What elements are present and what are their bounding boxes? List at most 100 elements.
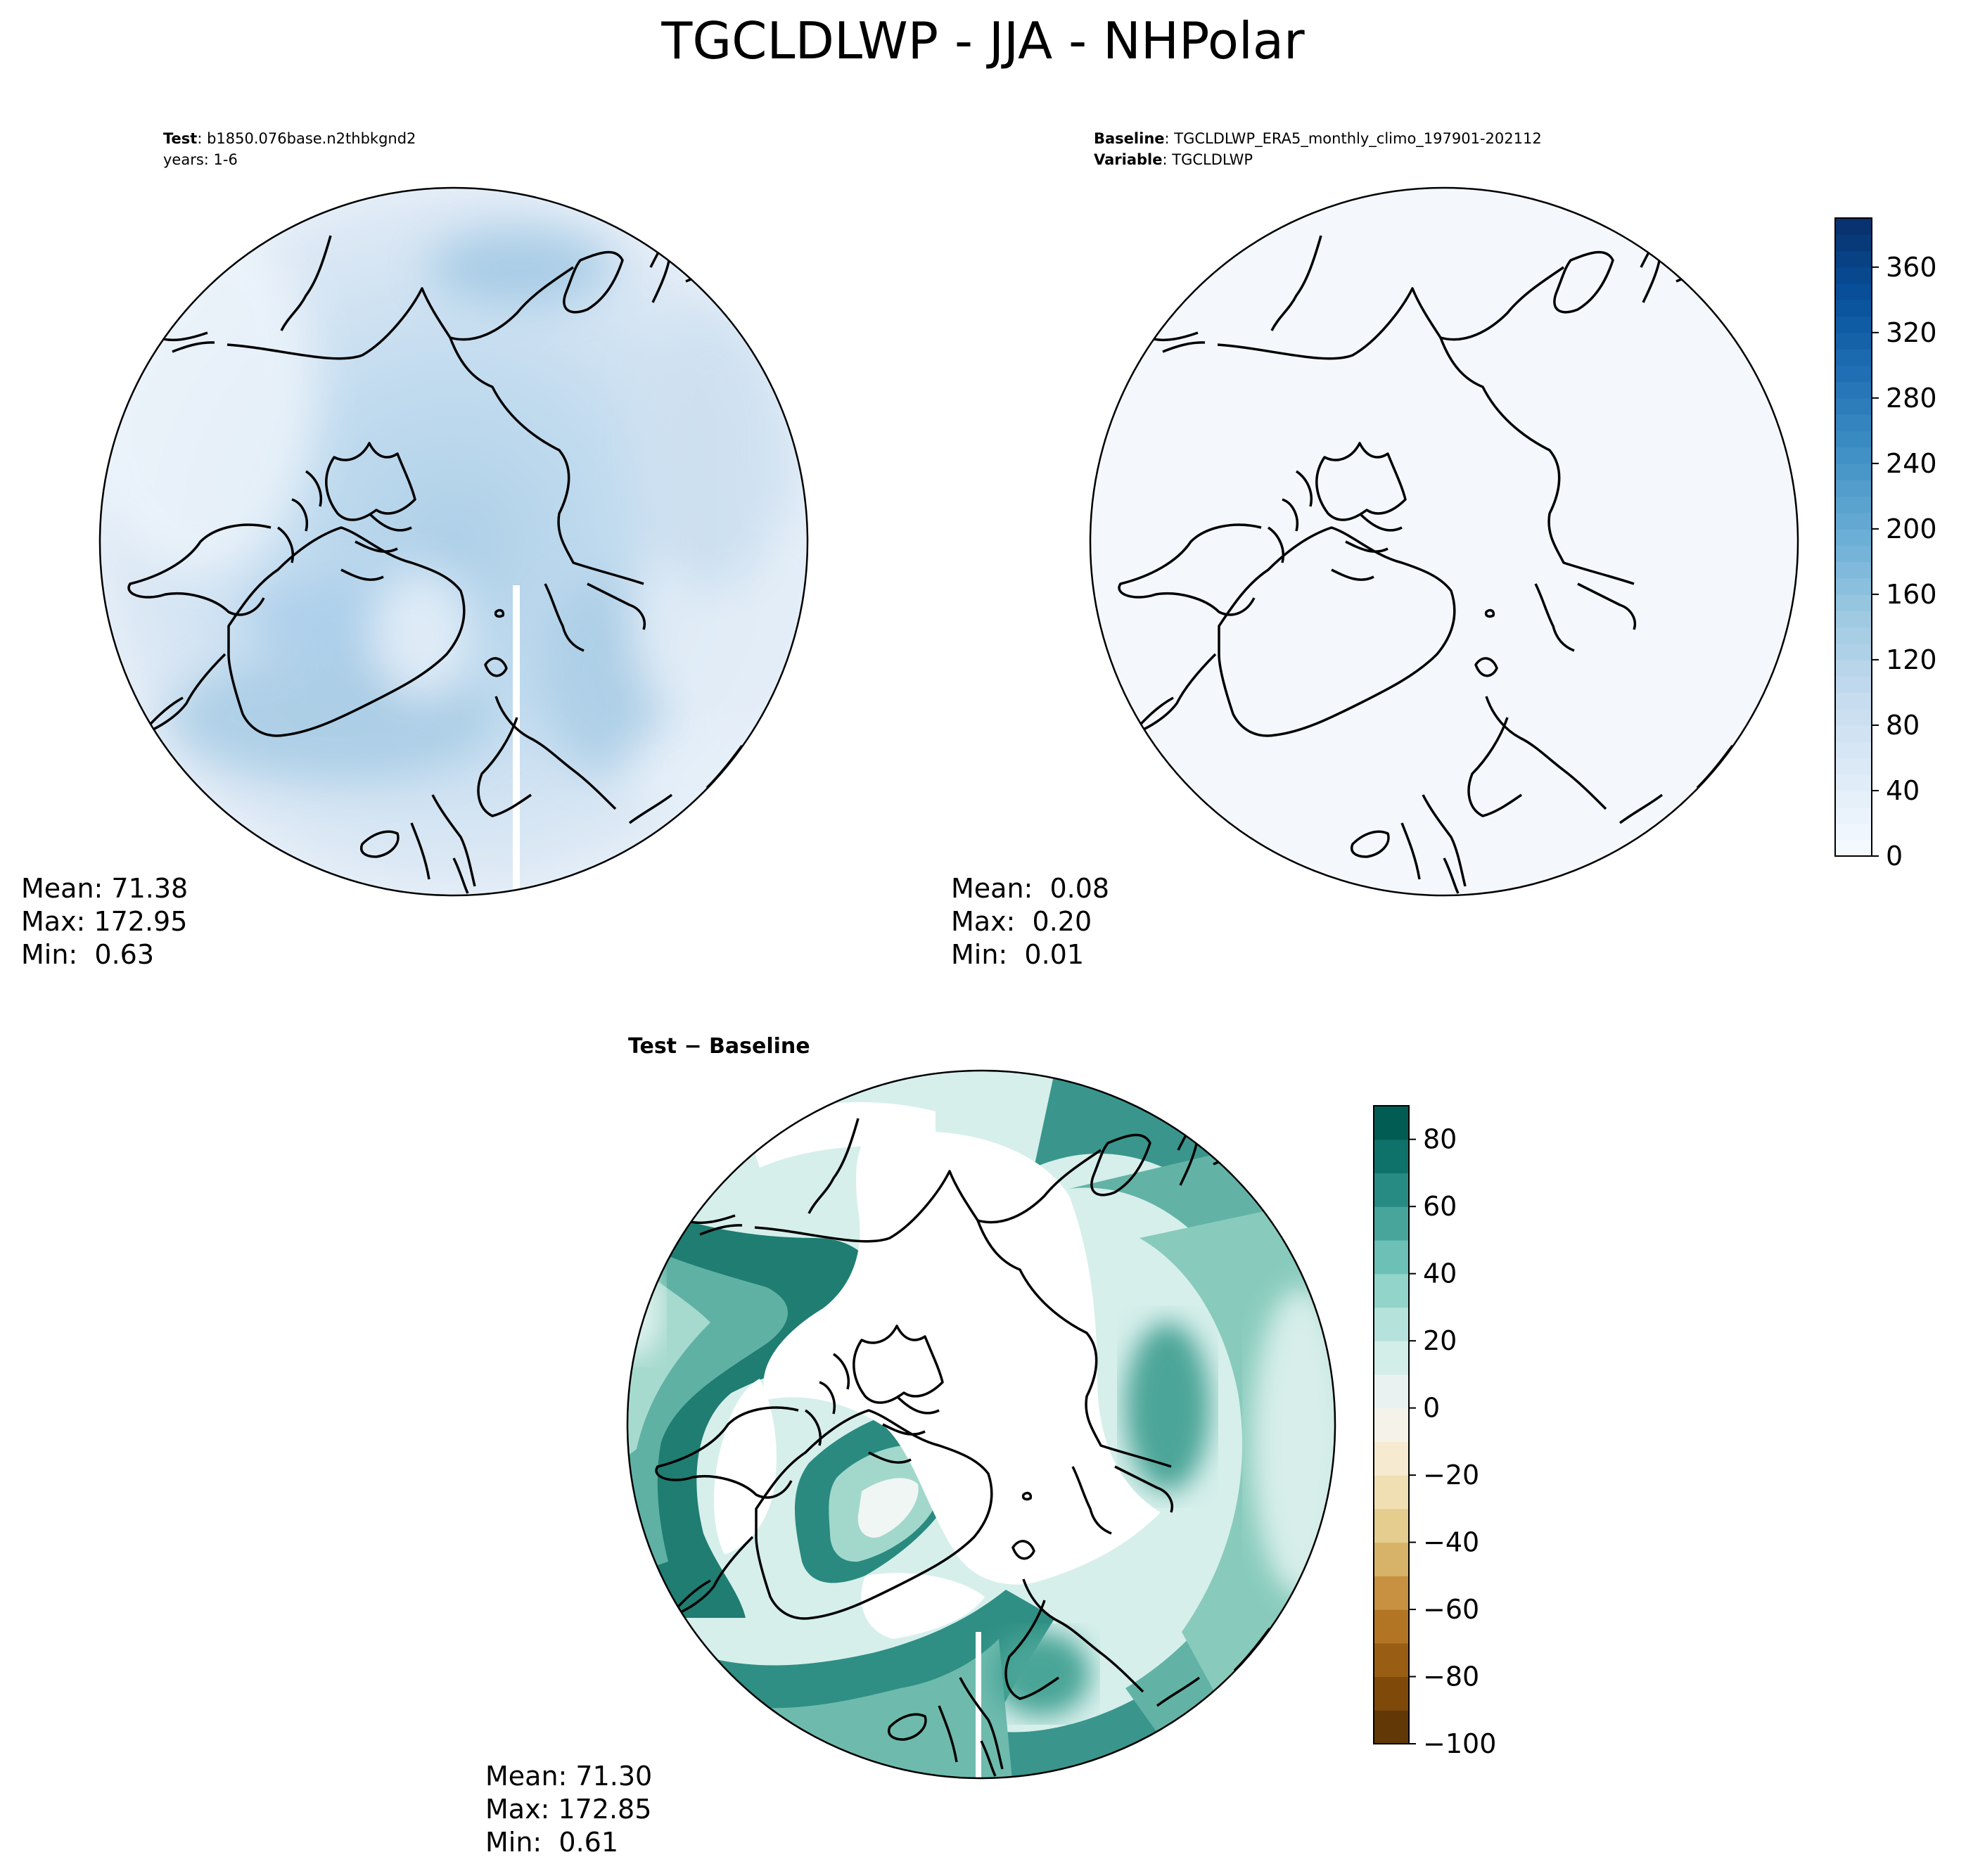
brbg-colorbar-tick-label: 60 [1423,1191,1457,1222]
test-map [98,186,809,897]
blues-colorbar-band [1835,496,1872,513]
blues-colorbar-band [1835,659,1872,677]
baseline-mean: Mean: 0.08 [951,873,1110,904]
blues-colorbar-band [1835,708,1872,726]
diff-min: Min: 0.61 [485,1827,618,1858]
blues-colorbar-band [1835,676,1872,694]
brbg-colorbar-band [1374,1475,1409,1510]
baseline-variable-value: TGCLDLWP [1172,151,1253,168]
blues-colorbar-tick-label: 160 [1886,579,1937,610]
brbg-colorbar-band [1374,1374,1409,1409]
baseline-min: Min: 0.01 [951,939,1084,970]
brbg-colorbar-band [1374,1542,1409,1576]
blues-colorbar-band [1835,594,1872,611]
brbg-colorbar-band [1374,1441,1409,1476]
blues-colorbar-tick-label: 360 [1886,252,1937,283]
blues-colorbar-band [1835,545,1872,562]
blues-colorbar-tick-label: 0 [1886,841,1903,872]
brbg-colorbar-tick-label: 80 [1423,1124,1457,1155]
blues-colorbar-band [1835,512,1872,530]
diff-mean: Mean: 71.30 [485,1761,653,1792]
brbg-colorbar-band [1374,1710,1409,1744]
blues-colorbar-band [1835,627,1872,644]
test-field-detail [100,211,808,830]
blues-colorbar-frame [1834,217,1872,857]
baseline-map [1089,186,1799,897]
blues-colorbar-band [1835,234,1872,252]
brbg-colorbar-tick-label: −80 [1423,1661,1479,1692]
blues-colorbar-band [1835,447,1872,464]
test-mean: Mean: 71.38 [21,873,189,904]
diff-max: Max: 172.85 [485,1794,652,1825]
brbg-colorbar-tick-label: 20 [1423,1325,1457,1356]
blues-colorbar-band [1835,823,1872,841]
brbg-colorbar-tick-label: −100 [1423,1728,1496,1759]
blues-colorbar-band [1835,725,1872,742]
baseline-stats: Mean: 0.08 Max: 0.20 Min: 0.01 [951,872,1109,971]
blues-colorbar-band [1835,430,1872,448]
brbg-colorbar-tick-label: −40 [1423,1527,1479,1558]
brbg-colorbar-bands [1374,1106,1409,1744]
test-max: Max: 172.95 [21,906,188,937]
brbg-colorbar-band [1374,1341,1409,1375]
baseline-field [1090,188,1798,895]
brbg-colorbar-frame [1373,1105,1410,1744]
blues-colorbar-band [1835,611,1872,628]
blues-colorbar-band [1835,758,1872,775]
brbg-colorbar-band [1374,1408,1409,1442]
blues-colorbar-band [1835,332,1872,350]
diff-stats: Mean: 71.30 Max: 172.85 Min: 0.61 [485,1760,652,1859]
brbg-colorbar-tick-label: −20 [1423,1460,1479,1491]
brbg-colorbar: −100 −80 −60 −40 −20 0 20 40 60 80 [1373,1105,1496,1759]
brbg-colorbar-tick-label: 40 [1423,1258,1457,1289]
brbg-colorbar-band [1374,1239,1409,1275]
blues-colorbar-band [1835,316,1872,333]
brbg-colorbar-band [1374,1508,1409,1543]
baseline-label-key: Baseline [1094,130,1165,147]
blues-colorbar-band [1835,643,1872,661]
brbg-colorbar-band [1374,1642,1409,1678]
blues-colorbar-band [1835,349,1872,366]
brbg-colorbar-band [1374,1676,1409,1711]
blues-colorbar-band [1835,250,1872,268]
brbg-colorbar-ticks: −100 −80 −60 −40 −20 0 20 40 60 80 [1409,1124,1496,1759]
test-years: years: 1-6 [163,151,238,168]
blues-colorbar-band [1835,790,1872,808]
blues-colorbar-band [1835,414,1872,431]
blues-colorbar-tick-label: 80 [1886,710,1920,741]
blues-colorbar-band [1835,463,1872,480]
blues-colorbar-band [1835,741,1872,759]
blues-colorbar-band [1835,839,1872,857]
baseline-max: Max: 0.20 [951,906,1092,937]
blues-colorbar-band [1835,267,1872,284]
blues-colorbar-band [1835,807,1872,824]
blues-colorbar: 0 40 80 120 160 200 240 280 320 360 [1834,217,1937,872]
brbg-colorbar-band [1374,1106,1409,1140]
brbg-colorbar-tick-label: −60 [1423,1594,1479,1625]
blues-colorbar-tick-label: 200 [1886,513,1937,544]
blues-colorbar-band [1835,561,1872,579]
brbg-colorbar-band [1374,1173,1409,1207]
blues-colorbar-band [1835,774,1872,791]
blues-colorbar-band [1835,365,1872,383]
blues-colorbar-band [1835,381,1872,399]
blues-colorbar-band [1835,578,1872,595]
blues-colorbar-band [1835,480,1872,497]
blues-colorbar-tick-label: 280 [1886,383,1937,414]
blues-colorbar-tick-label: 120 [1886,644,1937,675]
brbg-colorbar-band [1374,1307,1409,1341]
test-stats: Mean: 71.38 Max: 172.95 Min: 0.63 [21,872,188,971]
baseline-label-value: TGCLDLWP_ERA5_monthly_climo_197901-20211… [1174,130,1542,147]
test-map-boundary [98,186,809,897]
test-header: Test: b1850.076base.n2thbkgnd2 years: 1-… [163,130,416,168]
diff-title: Test − Baseline [628,1034,810,1059]
baseline-map-boundary [1089,186,1799,897]
blues-colorbar-band [1835,300,1872,317]
blues-colorbar-band [1835,528,1872,546]
brbg-colorbar-tick-label: 0 [1423,1393,1440,1424]
blues-colorbar-tick-label: 40 [1886,775,1920,806]
test-label-key: Test [163,130,198,147]
baseline-header: Baseline: TGCLDLWP_ERA5_monthly_climo_19… [1094,130,1542,168]
blues-colorbar-bands [1835,218,1872,857]
